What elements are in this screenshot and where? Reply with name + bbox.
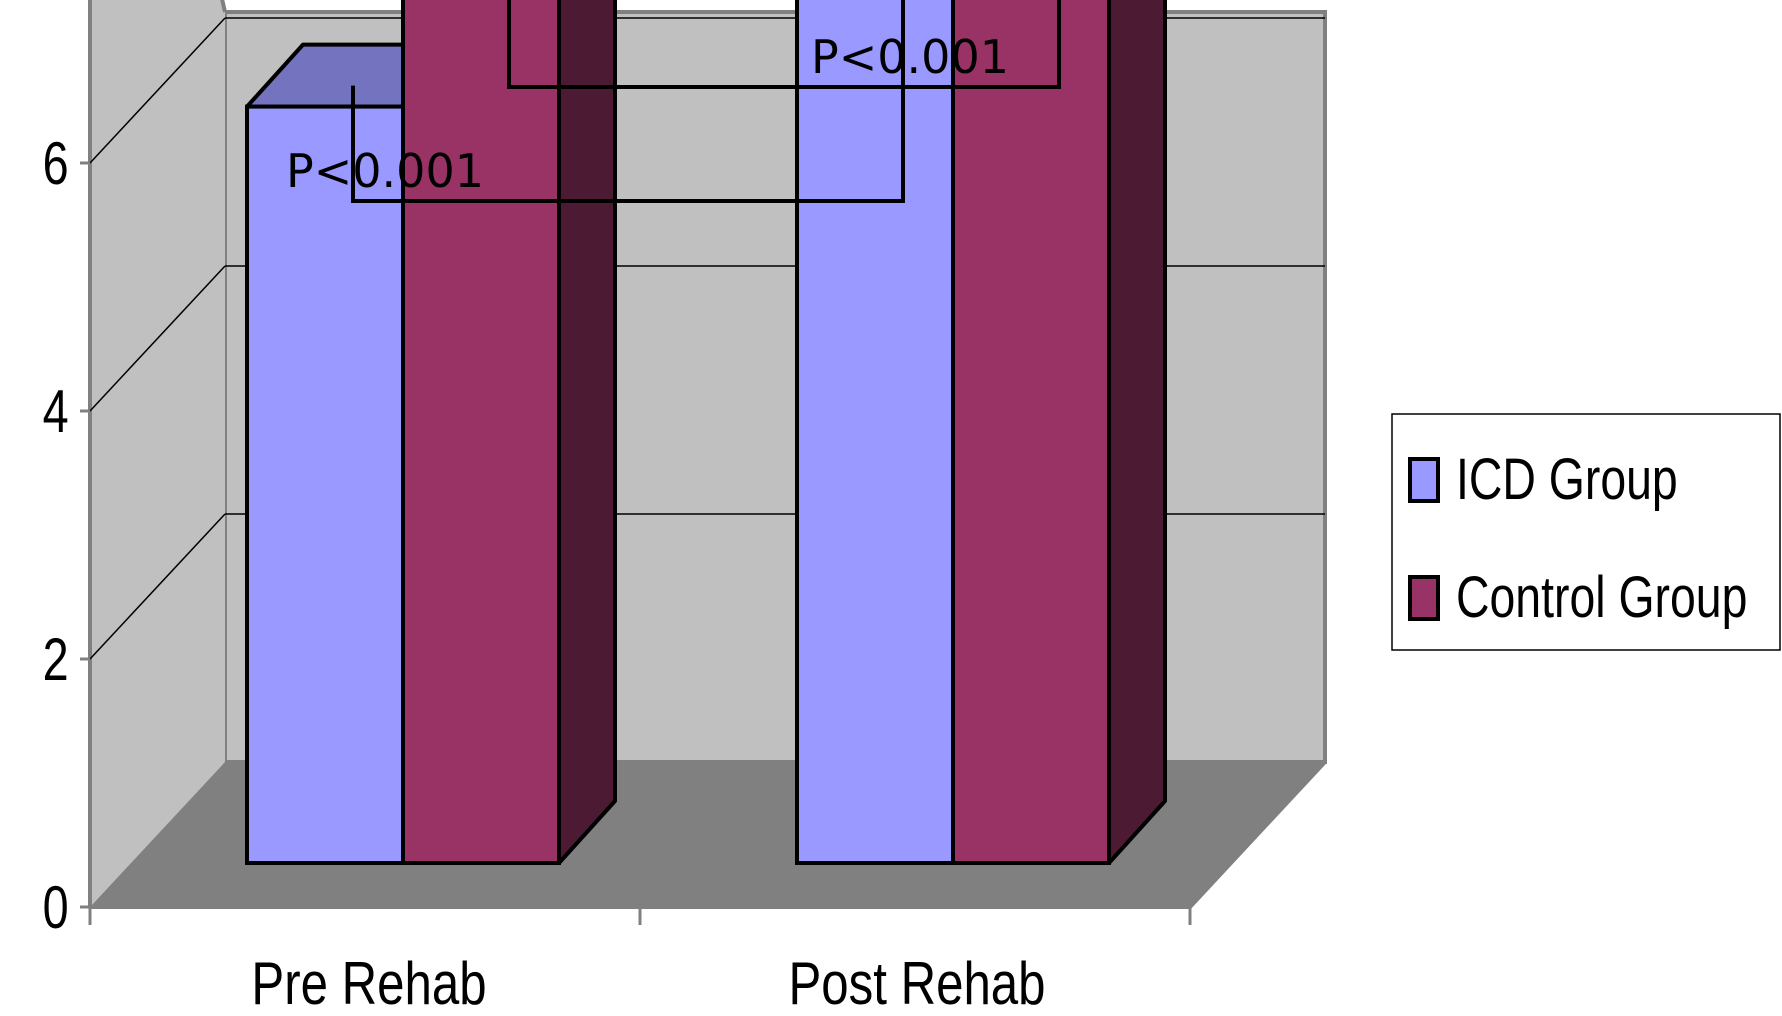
significance-bracket <box>351 0 905 203</box>
gridline-side <box>89 513 226 660</box>
x-category-label: Pre Rehab <box>251 949 486 1011</box>
legend-swatch-icd-group <box>1408 457 1440 503</box>
p-value-label: P<0.001 <box>286 144 484 198</box>
legend-label: ICD Group <box>1456 447 1678 512</box>
bar-control-group-pre-rehab <box>401 0 561 866</box>
legend-label: Control Group <box>1456 565 1747 630</box>
y-axis-tick-labels: 024681012 <box>43 130 90 941</box>
significance-bracket <box>507 0 1061 89</box>
y-tick-label: 4 <box>43 378 69 445</box>
gridline-side <box>89 265 226 412</box>
x-axis-category-labels: Pre Rehab Post Rehab <box>88 907 1192 1016</box>
floor-right-edge <box>1188 760 1327 909</box>
legend-swatch-control-group <box>1408 575 1440 621</box>
bar-control-group-post-rehab <box>951 0 1111 866</box>
bar-icd-group-pre-rehab <box>245 104 405 866</box>
bar-side-control-group <box>1107 0 1167 865</box>
p-value-label: P<0.001 <box>811 30 1009 84</box>
x-category-label: Post Rehab <box>788 949 1045 1011</box>
bar-side-control-group <box>557 0 617 865</box>
gridline-side <box>89 17 226 164</box>
y-tick-label: 6 <box>43 130 69 197</box>
chart-bars <box>245 0 1167 866</box>
bar-icd-group-post-rehab <box>795 0 955 865</box>
y-tick-label: 0 <box>43 874 69 941</box>
legend: ICD Group Control Group <box>1391 413 1781 651</box>
side-wall <box>90 0 225 907</box>
y-tick-label: 2 <box>43 626 69 693</box>
significance-brackets: P<0.001 P<0.001 <box>286 0 1061 203</box>
legend-box <box>1391 413 1781 651</box>
